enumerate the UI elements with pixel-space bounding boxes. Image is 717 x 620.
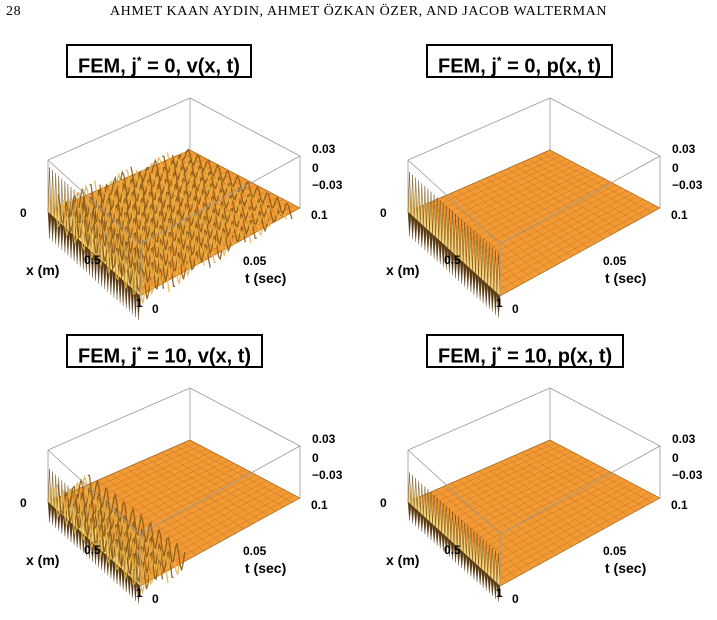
z-tick-label: −0.03 xyxy=(672,178,703,192)
z-tick-label: 0 xyxy=(312,161,319,175)
x-tick-label: 0.5 xyxy=(444,253,461,267)
z-tick-label: 0.03 xyxy=(672,432,696,446)
t-tick-label: 0 xyxy=(512,592,519,606)
t-tick-label: 0.05 xyxy=(243,544,267,558)
panel-title-text: = 10, p(x, t) xyxy=(501,345,613,368)
surface-plot xyxy=(407,387,661,602)
t-axis-label: t (sec) xyxy=(605,560,647,576)
x-axis-label: x (m) xyxy=(26,262,60,278)
t-axis-label: t (sec) xyxy=(245,560,287,576)
z-tick-label: 0.03 xyxy=(312,142,336,156)
z-tick-label: 0.03 xyxy=(672,142,696,156)
oscillation-spikes xyxy=(407,171,501,318)
t-axis-label: t (sec) xyxy=(605,270,647,286)
t-tick-label: 0.05 xyxy=(243,254,267,268)
surface-plot-panel: FEM, j* = 0, p(x, t) 0 0.5 1 x (m) 0 0.05 0.1 t … xyxy=(360,40,710,330)
panel-title-superscript: * xyxy=(136,54,142,68)
x-tick-label: 0.5 xyxy=(444,543,461,557)
panel-title-text: = 10, v(x, t) xyxy=(141,345,252,368)
bounding-box-edge xyxy=(47,97,191,161)
z-tick-label: −0.03 xyxy=(312,468,343,482)
panel-title-superscript: * xyxy=(136,344,142,358)
x-axis-label: x (m) xyxy=(386,552,420,568)
z-tick-label: 0 xyxy=(312,451,319,465)
wave-ridges xyxy=(52,474,186,594)
surface-plot xyxy=(47,387,301,604)
x-axis-label: x (m) xyxy=(26,552,60,568)
panel-title: FEM, j* = 10, v(x, t) xyxy=(66,334,264,368)
z-tick-label: −0.03 xyxy=(312,178,343,192)
x-tick-label: 0 xyxy=(380,206,387,220)
z-tick-label: 0 xyxy=(672,451,679,465)
bounding-box-edge xyxy=(407,387,551,451)
bounding-box-edge xyxy=(47,387,191,451)
t-tick-label: 0.1 xyxy=(311,208,328,222)
t-tick-label: 0 xyxy=(512,302,519,316)
bounding-box-edge xyxy=(189,387,301,447)
running-head: 28 AHMET KAAN AYDIN, AHMET ÖZKAN ÖZER, A… xyxy=(0,4,717,26)
x-tick-label: 1 xyxy=(496,586,503,600)
x-tick-label: 0 xyxy=(20,206,27,220)
surface-plot-panel: FEM, j* = 10, v(x, t) 0 0.5 1 x (m) 0 0.05 0.1 t… xyxy=(0,330,350,620)
panel-title: FEM, j* = 0, p(x, t) xyxy=(426,44,614,78)
x-tick-label: 1 xyxy=(496,296,503,310)
z-tick-label: 0 xyxy=(672,161,679,175)
x-tick-label: 1 xyxy=(136,296,143,310)
bounding-box-edge xyxy=(139,155,301,245)
page-number: 28 xyxy=(6,4,22,19)
t-tick-label: 0.1 xyxy=(311,498,328,512)
surface-plot xyxy=(47,97,301,320)
bounding-box-edge xyxy=(47,159,141,245)
panel-title-text: = 0, v(x, t) xyxy=(141,55,240,78)
x-axis-label: x (m) xyxy=(386,262,420,278)
x-tick-label: 0 xyxy=(380,496,387,510)
bounding-box-edge xyxy=(499,155,661,245)
bounding-box-edge xyxy=(549,387,661,447)
panel-title-superscript: * xyxy=(496,344,502,358)
x-tick-label: 1 xyxy=(136,586,143,600)
surface-plot xyxy=(407,97,661,318)
wave-ridges xyxy=(53,148,293,304)
x-tick-label: 0.5 xyxy=(84,253,101,267)
t-tick-label: 0.05 xyxy=(603,544,627,558)
panel-title: FEM, j* = 10, p(x, t) xyxy=(426,334,625,368)
panel-title: FEM, j* = 0, v(x, t) xyxy=(66,44,252,78)
t-tick-label: 0 xyxy=(152,302,159,316)
bounding-box-edge xyxy=(407,97,551,161)
surface-plot-panel: FEM, j* = 10, p(x, t) 0 0.5 1 x (m) 0 0.05 0.1 t… xyxy=(360,330,710,620)
panel-title-text: FEM, j xyxy=(438,345,497,368)
panel-title-superscript: * xyxy=(496,54,502,68)
bounding-box-edge xyxy=(189,97,301,157)
t-tick-label: 0 xyxy=(152,592,159,606)
panel-title-text: FEM, j xyxy=(78,55,137,78)
t-tick-label: 0.05 xyxy=(603,254,627,268)
x-tick-label: 0 xyxy=(20,496,27,510)
bounding-box-edge xyxy=(407,449,501,535)
surface-plot-panel: FEM, j* = 0, v(x, t) 0 0.5 1 x (m) 0 0.05 0.1 t … xyxy=(0,40,350,330)
z-tick-label: 0.03 xyxy=(312,432,336,446)
bounding-box-edge xyxy=(407,159,501,245)
bounding-box-edge xyxy=(499,445,661,535)
bounding-box-edge xyxy=(47,449,141,535)
bounding-box-edge xyxy=(549,97,661,157)
z-tick-label: −0.03 xyxy=(672,468,703,482)
bounding-box-edge xyxy=(139,445,301,535)
surface-grid xyxy=(412,152,655,292)
oscillation-spikes xyxy=(407,472,501,602)
panel-title-text: FEM, j xyxy=(438,55,497,78)
running-head-authors: AHMET KAAN AYDIN, AHMET ÖZKAN ÖZER, AND … xyxy=(109,4,608,19)
x-tick-label: 0.5 xyxy=(84,543,101,557)
t-tick-label: 0.1 xyxy=(671,208,688,222)
panel-title-text: FEM, j xyxy=(78,345,137,368)
panel-title-text: = 0, p(x, t) xyxy=(501,55,602,78)
t-tick-label: 0.1 xyxy=(671,498,688,512)
t-axis-label: t (sec) xyxy=(245,270,287,286)
